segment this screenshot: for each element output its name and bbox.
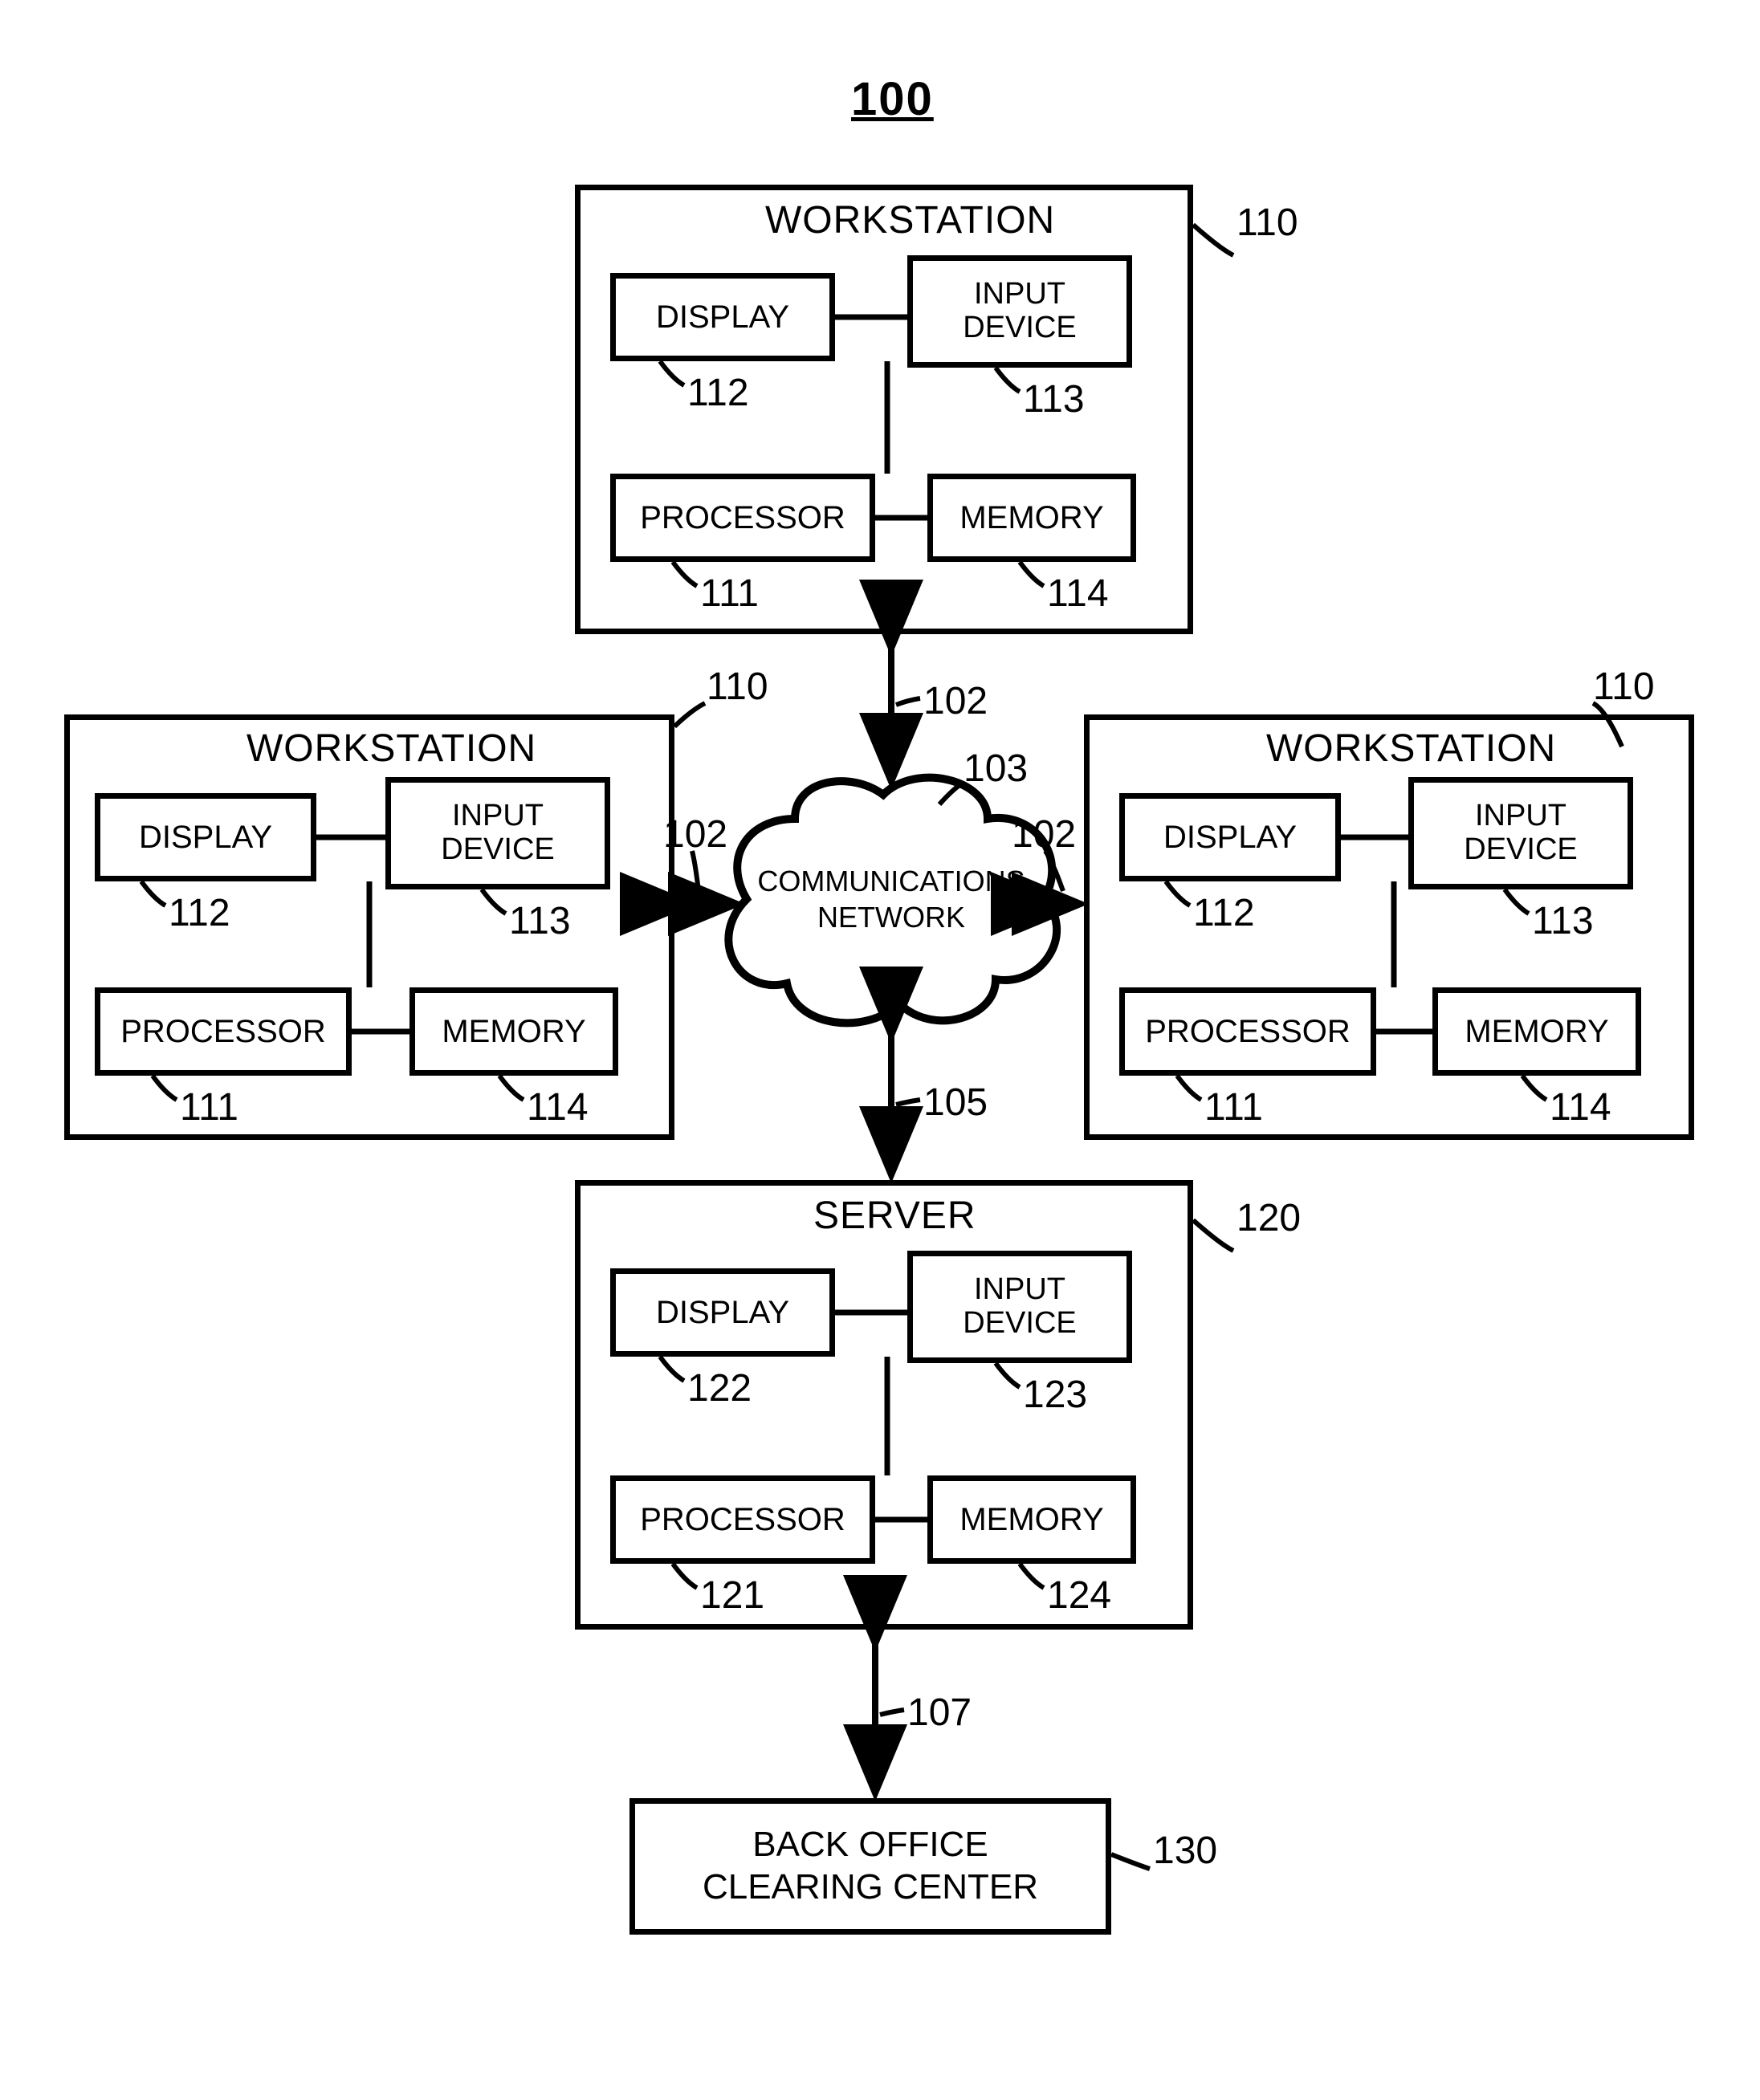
top-display-component: DISPLAY xyxy=(610,273,835,361)
right-memory-component: MEMORY xyxy=(1432,987,1641,1076)
server-input-device-component: INPUTDEVICE xyxy=(907,1251,1132,1363)
ref-right-112: 112 xyxy=(1193,891,1255,935)
ref-105: 105 xyxy=(923,1081,988,1125)
ref-left-111: 111 xyxy=(180,1085,238,1129)
figure-number: 100 xyxy=(851,72,934,126)
ref-130: 130 xyxy=(1153,1829,1217,1873)
ref-top-113: 113 xyxy=(1023,377,1085,421)
ref-server-123: 123 xyxy=(1023,1373,1087,1417)
cloud-shape xyxy=(728,778,1057,1024)
workstation-right-title: WORKSTATION xyxy=(1266,726,1556,771)
ref-120: 120 xyxy=(1236,1196,1301,1240)
ref-right-113: 113 xyxy=(1532,899,1594,943)
ref-103: 103 xyxy=(964,747,1028,791)
left-memory-component: MEMORY xyxy=(409,987,618,1076)
ref-102-left: 102 xyxy=(663,812,727,857)
ref-top-114: 114 xyxy=(1047,572,1109,616)
ref-110-right: 110 xyxy=(1593,665,1655,709)
ref-107: 107 xyxy=(907,1691,972,1735)
ref-110-left: 110 xyxy=(707,665,768,709)
workstation-top-title: WORKSTATION xyxy=(765,198,1055,242)
ref-110-top: 110 xyxy=(1236,201,1298,245)
left-display-component: DISPLAY xyxy=(95,793,316,881)
ref-left-114: 114 xyxy=(527,1085,589,1129)
diagram-canvas: 100 WORKSTATION DISPLAY INPUTDEVICE PROC… xyxy=(0,0,1760,2100)
right-processor-component: PROCESSOR xyxy=(1119,987,1376,1076)
ref-left-112: 112 xyxy=(169,891,230,935)
cloud-label-line2: NETWORK xyxy=(817,901,965,934)
server-memory-component: MEMORY xyxy=(927,1475,1136,1564)
top-memory-component: MEMORY xyxy=(927,474,1136,562)
right-input-device-component: INPUTDEVICE xyxy=(1408,777,1633,889)
server-display-component: DISPLAY xyxy=(610,1268,835,1357)
workstation-left-title: WORKSTATION xyxy=(246,726,536,771)
ref-right-114: 114 xyxy=(1550,1085,1611,1129)
left-input-device-component: INPUTDEVICE xyxy=(385,777,610,889)
ref-left-113: 113 xyxy=(509,899,571,943)
ref-server-124: 124 xyxy=(1047,1573,1111,1618)
ref-right-111: 111 xyxy=(1204,1085,1263,1129)
server-title: SERVER xyxy=(813,1194,976,1238)
cloud-label-line1: COMMUNICATIONS xyxy=(757,865,1025,897)
ref-102-right: 102 xyxy=(1012,812,1076,857)
server-processor-component: PROCESSOR xyxy=(610,1475,875,1564)
back-office-block: BACK OFFICECLEARING CENTER xyxy=(629,1798,1111,1935)
ref-server-122: 122 xyxy=(687,1366,752,1410)
top-input-device-component: INPUTDEVICE xyxy=(907,255,1132,368)
ref-server-121: 121 xyxy=(700,1573,764,1618)
workstation-top-block: WORKSTATION xyxy=(575,185,1193,634)
left-processor-component: PROCESSOR xyxy=(95,987,352,1076)
ref-top-112: 112 xyxy=(687,371,749,415)
top-processor-component: PROCESSOR xyxy=(610,474,875,562)
ref-102-top: 102 xyxy=(923,679,988,723)
right-display-component: DISPLAY xyxy=(1119,793,1341,881)
ref-top-111: 111 xyxy=(700,572,759,616)
